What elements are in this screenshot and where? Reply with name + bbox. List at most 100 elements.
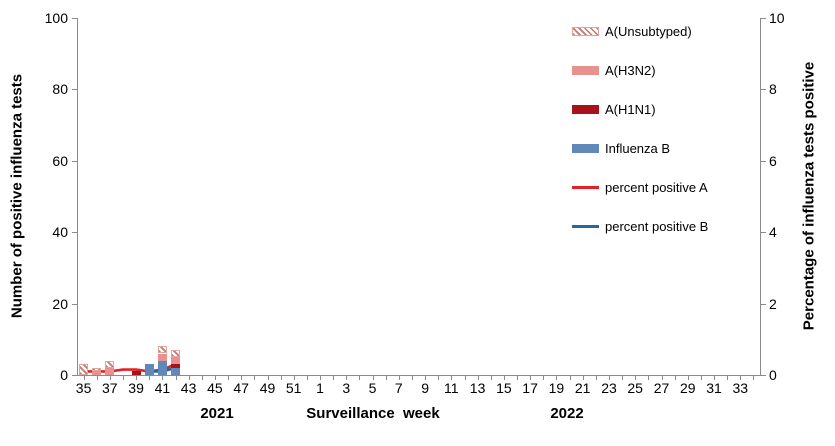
right-tick-label-2: 2: [769, 295, 777, 312]
x-tick-week-47: [241, 376, 243, 380]
x-tick-label-week-15: 15: [496, 380, 512, 396]
legend-swatch-box: [572, 65, 599, 75]
x-tick-label-week-27: 27: [653, 380, 670, 396]
bar-segment-AUnsubtyped-week-37: [105, 360, 115, 368]
x-tick-label-week-45: 45: [207, 380, 223, 396]
x-tick-label-week-37: 37: [102, 380, 118, 396]
right-axis-title: Percentage of influenza tests positive: [800, 61, 818, 331]
x-tick-week-48: [254, 376, 256, 380]
bar-segment-AUnsubtyped-week-41: [157, 346, 167, 354]
legend-swatch-box: [572, 143, 599, 153]
x-tick-week-23: [609, 376, 610, 380]
x-tick-week-17: [530, 376, 532, 380]
legend-item-influenza-b: Influenza B: [572, 140, 708, 156]
left-tick-80: [72, 89, 77, 91]
x-tick-week-25: [635, 376, 637, 380]
x-tick-label-week-11: 11: [444, 380, 459, 396]
bar-segment-AUnsubtyped-week-35: [79, 364, 89, 375]
bar-segment-AUnsubtyped-week-42: [171, 350, 180, 358]
left-tick-label-20: 20: [52, 295, 68, 312]
x-axis-title: Surveillance week: [306, 405, 440, 422]
legend-swatch-line: [572, 224, 599, 228]
x-tick-week-40: [149, 376, 151, 380]
bar-segment-InfluenzaB-week-40: [144, 364, 154, 375]
x-tick-week-33: [740, 376, 742, 380]
left-axis-title: Number of positive influenza tests: [8, 73, 26, 319]
legend-item-a-h1n1-: A(H1N1): [572, 102, 708, 117]
x-tick-week-28: [674, 376, 676, 380]
x-tick-week-29: [687, 376, 689, 380]
legend-label: percent positive A: [605, 179, 708, 195]
right-tick-2: [761, 303, 766, 305]
x-tick-week-39: [136, 376, 138, 380]
x-tick-week-4: [359, 376, 361, 380]
x-tick-week-3: [346, 376, 348, 380]
right-tick-0: [761, 375, 766, 376]
right-axis-line: [760, 18, 761, 375]
x-tick-week-37: [109, 376, 111, 380]
bar-segment-AH3N2-week-37: [105, 367, 115, 375]
x-tick-label-week-39: 39: [128, 380, 144, 396]
left-tick-60: [72, 160, 77, 162]
x-tick-label-week-31: 31: [706, 380, 722, 396]
year-label-2022: 2022: [550, 405, 584, 422]
legend-label: Influenza B: [605, 140, 671, 156]
x-tick-label-week-3: 3: [342, 380, 351, 396]
x-tick-week-9: [425, 376, 427, 380]
x-tick-label-week-51: 51: [285, 380, 302, 396]
x-tick-week-20: [569, 376, 571, 380]
legend-label: A(H3N2): [605, 62, 656, 78]
x-tick-week-46: [228, 376, 229, 380]
x-tick-week-31: [714, 376, 715, 380]
legend-swatch-box: [572, 104, 599, 114]
right-tick-8: [761, 89, 766, 91]
x-tick-week-30: [700, 376, 702, 380]
chart-legend: A(Unsubtyped) A(H3N2) A(H1N1) Influenza B pe…: [572, 24, 708, 258]
left-tick-label-80: 80: [52, 81, 68, 98]
x-tick-label-week-41: 41: [154, 380, 171, 396]
x-tick-week-7: [398, 376, 400, 380]
bar-segment-InfluenzaB-week-41: [157, 360, 167, 375]
x-tick-week-8: [411, 376, 413, 380]
bar-segment-AH1N1-week-39: [131, 371, 141, 375]
left-tick-20: [72, 303, 77, 305]
x-tick-label-week-5: 5: [368, 380, 377, 396]
legend-item-percent-positive-a: percent positive A: [572, 179, 708, 195]
x-tick-week-11: [451, 376, 453, 380]
x-tick-label-week-47: 47: [233, 380, 249, 396]
x-tick-week-43: [188, 376, 190, 380]
x-tick-week-52: [306, 376, 308, 380]
x-tick-week-13: [477, 376, 479, 380]
left-tick-label-60: 60: [52, 152, 68, 169]
x-tick-week-36: [96, 376, 98, 380]
left-tick-label-40: 40: [52, 224, 68, 241]
legend-item-a-h3n2-: A(H3N2): [572, 62, 708, 78]
x-tick-label-week-17: 17: [522, 380, 538, 396]
x-tick-label-week-49: 49: [259, 380, 276, 396]
x-tick-week-2: [333, 376, 335, 380]
x-tick-week-19: [556, 376, 558, 380]
left-tick-label-0: 0: [60, 367, 68, 383]
year-label-2021: 2021: [200, 405, 234, 422]
left-tick-100: [72, 18, 77, 19]
x-tick-week-14: [490, 376, 492, 380]
x-tick-week-45: [214, 376, 216, 380]
x-tick-label-week-1: 1: [316, 380, 324, 396]
legend-swatch-line: [572, 185, 599, 189]
right-tick-4: [761, 232, 766, 234]
x-tick-week-15: [503, 376, 505, 380]
x-tick-week-21: [582, 376, 584, 380]
x-tick-week-24: [622, 376, 624, 380]
legend-label: A(Unsubtyped): [605, 23, 692, 39]
right-tick-label-10: 10: [769, 10, 785, 26]
x-tick-week-35: [83, 376, 85, 380]
bar-segment-AH3N2-week-42: [171, 357, 180, 365]
left-axis-line: [77, 18, 78, 375]
right-tick-6: [761, 160, 766, 162]
x-tick-week-44: [201, 376, 203, 380]
x-tick-week-32: [727, 376, 729, 380]
left-tick-40: [72, 232, 77, 234]
x-axis-line: [77, 375, 761, 376]
x-tick-week-16: [517, 376, 518, 380]
legend-label: percent positive B: [605, 218, 709, 234]
